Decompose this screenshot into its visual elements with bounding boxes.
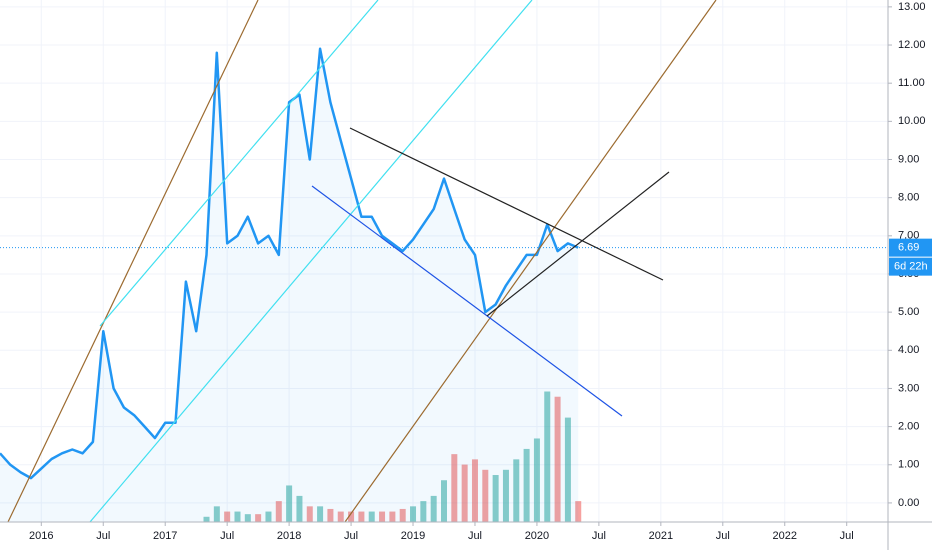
price-label: 6.69 [898,242,919,254]
volume-bar [461,464,468,522]
volume-bar [502,469,509,522]
x-tick-label: Jul [344,530,358,542]
volume-bar [244,514,251,522]
area-fill [0,48,579,523]
volume-bar [420,501,427,522]
volume-bar [523,448,530,522]
volume-bar [265,511,272,522]
x-tick-label: 2019 [401,530,425,542]
volume-bar [296,495,303,522]
y-tick-label: 11.00 [898,77,925,89]
trend-line [99,0,379,327]
x-tick-label: Jul [592,530,606,542]
y-tick-label: 13.00 [898,1,926,13]
x-tick-label: 2017 [153,530,177,542]
trend-line [349,127,664,281]
x-tick-label: Jul [220,530,234,542]
x-tick-label: Jul [468,530,482,542]
countdown-label: 6d 22h [894,261,928,273]
price-layer [0,47,888,523]
y-tick-label: 2.00 [898,421,919,433]
volume-layer [203,391,582,522]
axes: 0.001.002.003.004.005.006.007.008.009.00… [29,1,932,542]
trend-line [311,185,623,417]
volume-bar [255,514,262,522]
trend-line [344,0,717,523]
volume-bar [213,506,220,522]
volume-bar [471,459,478,522]
volume-bar [544,391,551,522]
volume-bar [482,469,489,522]
volume-bar [348,511,355,522]
volume-bar [492,475,499,522]
volume-bar [575,501,582,522]
volume-bar [389,511,396,522]
y-tick-label: 1.00 [898,459,919,471]
volume-bar [513,459,520,522]
trend-line [7,0,259,523]
volume-bar [430,495,437,522]
y-tick-label: 0.00 [898,497,919,509]
y-tick-label: 5.00 [898,306,919,318]
y-tick-label: 3.00 [898,382,919,394]
x-tick-label: 2016 [29,530,53,542]
volume-bar [317,506,324,522]
volume-bar [275,501,282,522]
volume-bar [451,454,458,522]
volume-bar [441,480,447,522]
x-tick-label: 2018 [277,530,301,542]
volume-bar [234,511,241,522]
volume-bar [358,511,365,522]
volume-bar [203,516,210,522]
volume-bar [399,508,406,522]
volume-bar [224,511,231,522]
y-tick-label: 8.00 [898,192,919,204]
volume-bar [379,511,386,522]
trend-line [486,171,670,317]
x-tick-label: 2022 [773,530,797,542]
volume-bar [337,511,344,522]
x-tick-label: 2021 [649,530,673,542]
trend-line [89,0,533,523]
volume-bar [564,417,571,522]
countdown-tag [889,257,932,276]
volume-bar [554,396,561,522]
y-tick-label: 4.00 [898,344,919,356]
volume-bar [410,506,417,522]
volume-bar [306,506,313,522]
price-line [0,47,579,480]
y-tick-label: 10.00 [898,115,926,127]
x-tick-label: Jul [96,530,110,542]
volume-bar [368,511,375,522]
x-tick-label: Jul [716,530,730,542]
y-tick-label: 9.00 [898,153,919,165]
drawings [7,0,717,523]
volume-bar [327,508,334,522]
x-tick-label: 2020 [525,530,549,542]
x-tick-label: Jul [840,530,854,542]
y-tick-label: 12.00 [898,39,926,51]
volume-bar [533,438,540,522]
price-tag [889,238,932,257]
volume-bar [286,485,293,522]
